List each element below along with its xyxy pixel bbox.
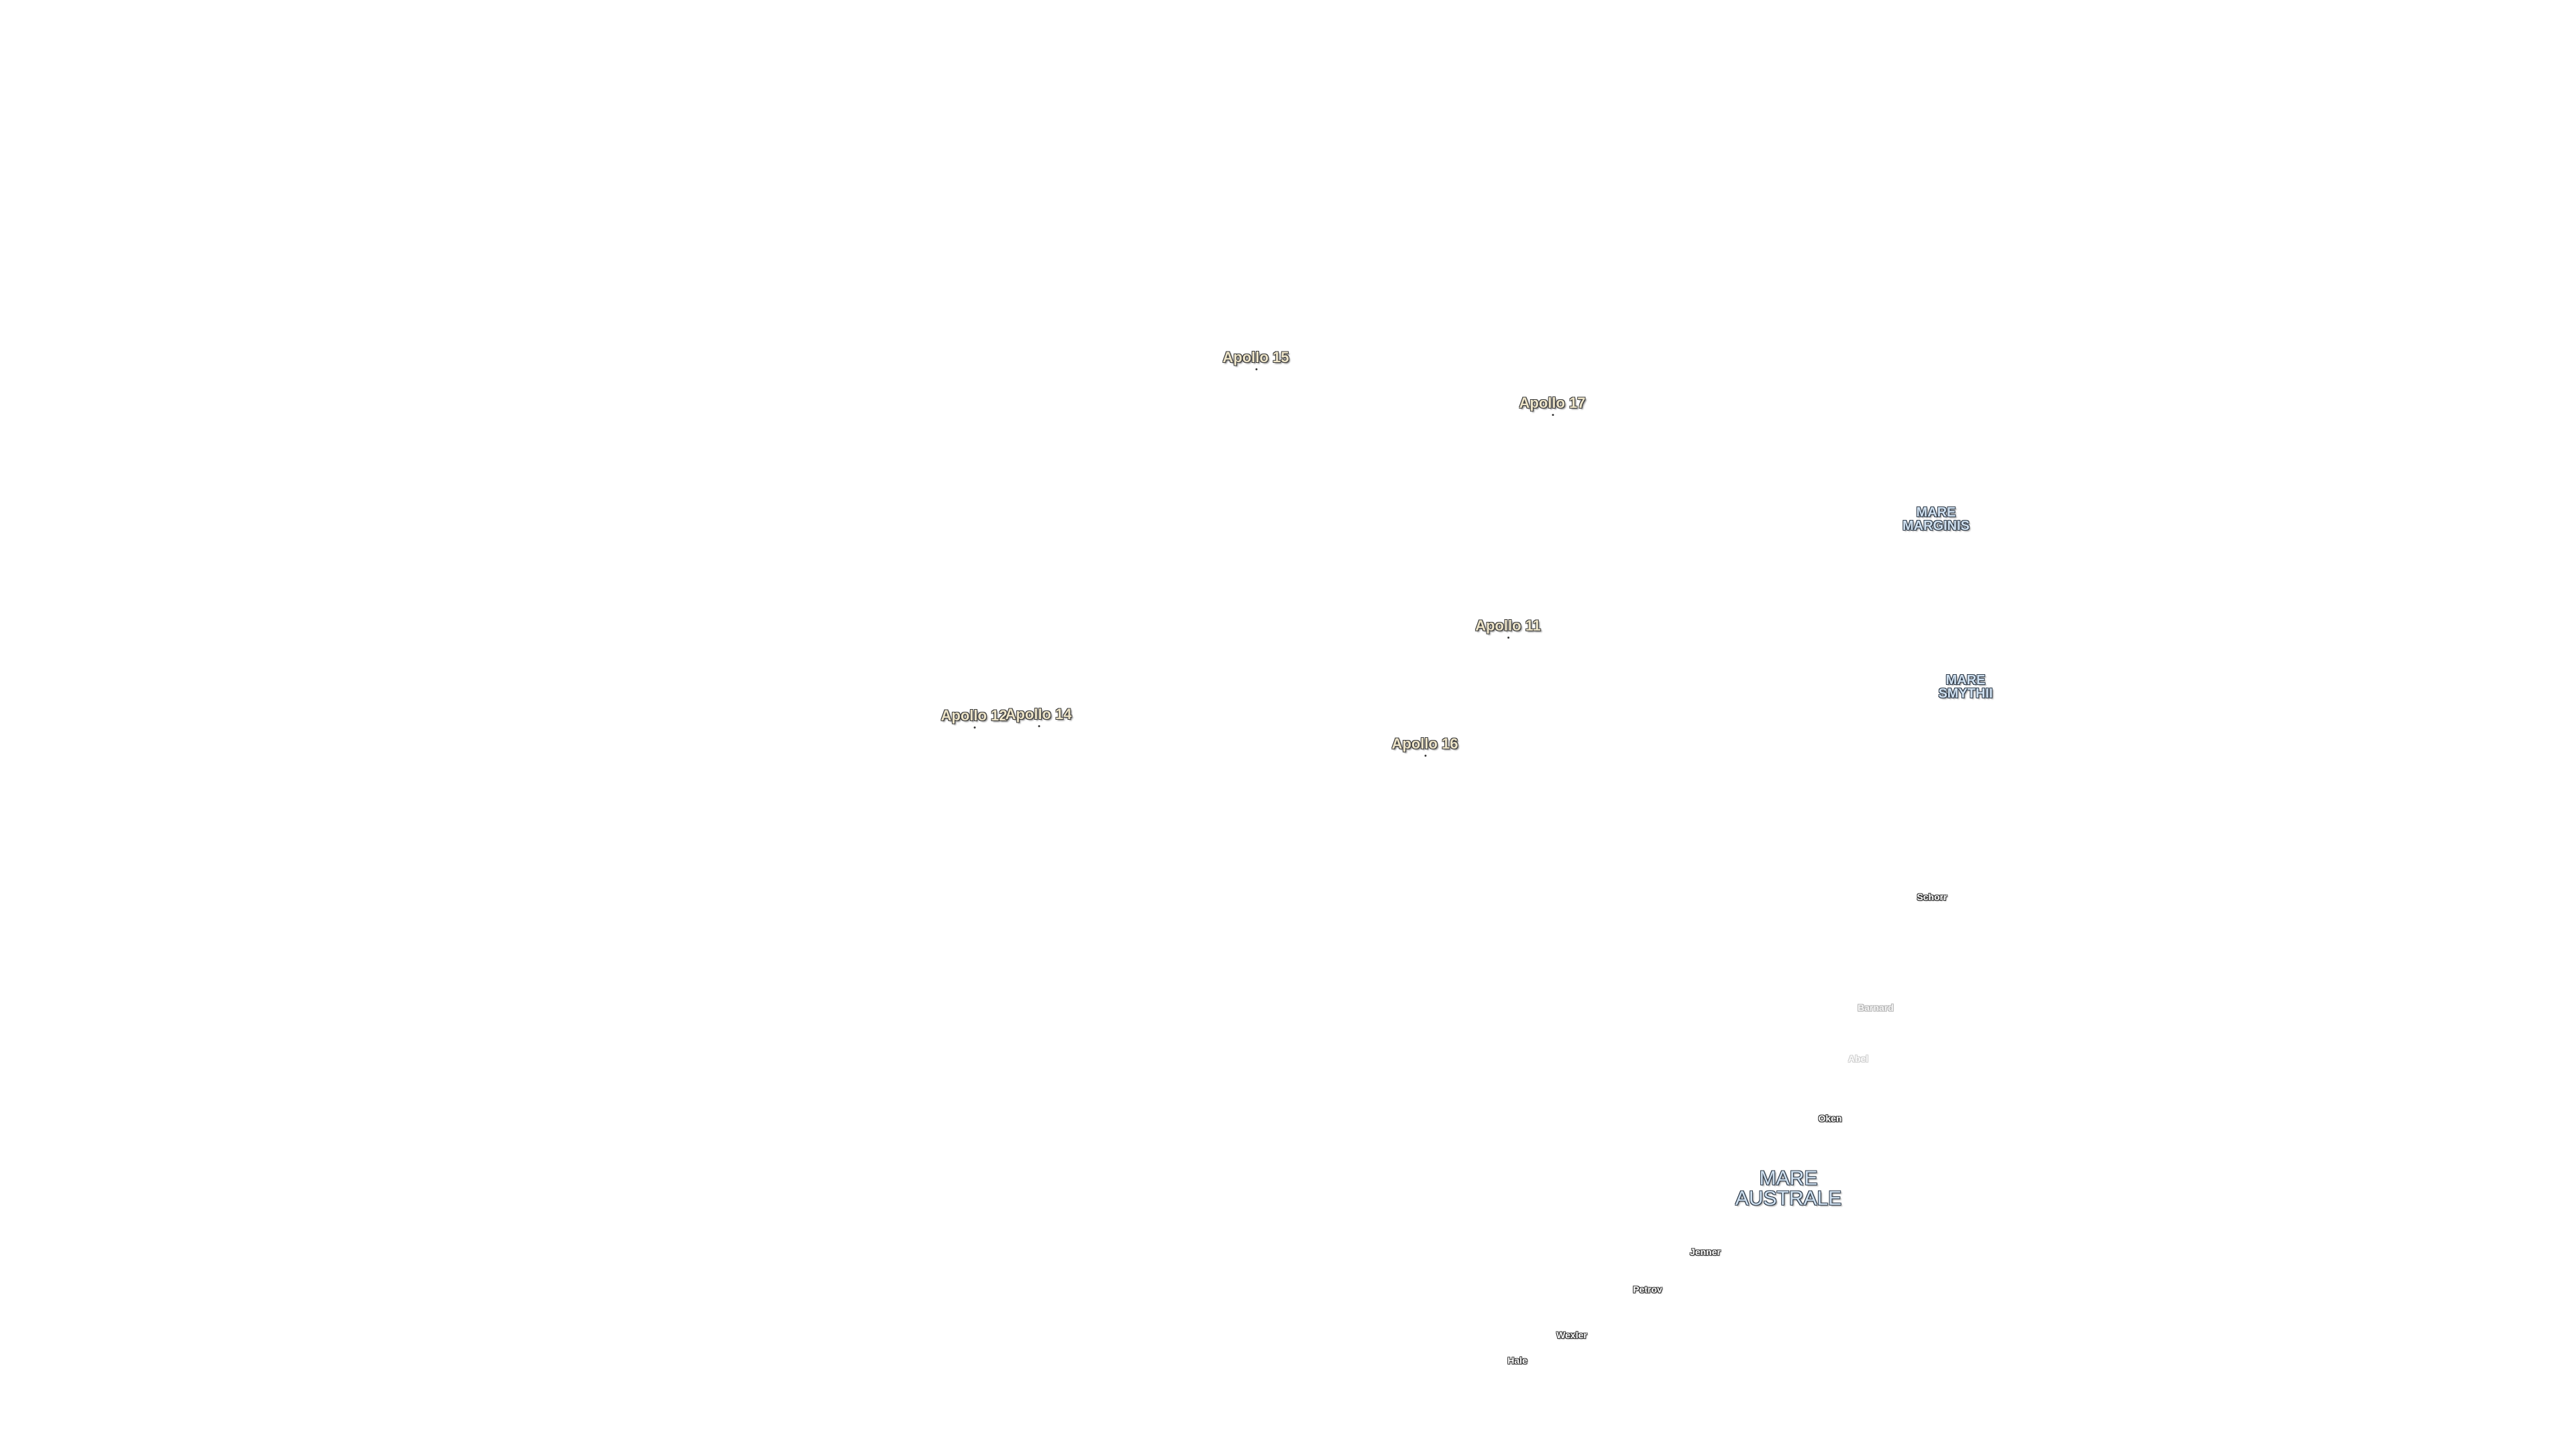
- crater-abel-label[interactable]: Abel: [1847, 1053, 1869, 1064]
- apollo-11-label: Apollo 11: [1475, 617, 1541, 634]
- apollo-12-label: Apollo 12: [941, 707, 1008, 724]
- crater-oken-label[interactable]: Oken: [1818, 1113, 1842, 1124]
- mare-australe-label[interactable]: MARE AUSTRALE: [1735, 1169, 1841, 1209]
- mare-australe-line1: MARE: [1759, 1167, 1818, 1189]
- crater-barnard-label[interactable]: Barnard: [1858, 1002, 1894, 1013]
- mare-smythii-line1: MARE: [1945, 673, 1986, 688]
- apollo-15-label: Apollo 15: [1222, 349, 1289, 366]
- apollo-11-site[interactable]: Apollo 11: [1475, 617, 1541, 639]
- mare-marginis-line1: MARE: [1916, 505, 1956, 520]
- landing-site-marker-icon: [1424, 755, 1426, 757]
- mare-marginis-line2: MARGINIS: [1902, 519, 1970, 533]
- landing-site-marker-icon: [973, 727, 975, 729]
- landing-site-marker-icon: [1507, 637, 1509, 639]
- mare-australe-line2: AUSTRALE: [1735, 1187, 1842, 1210]
- crater-wexler-label[interactable]: Wexler: [1556, 1330, 1587, 1340]
- landing-site-marker-icon: [1254, 368, 1257, 370]
- apollo-12-site[interactable]: Apollo 12: [941, 707, 1008, 729]
- apollo-14-label: Apollo 14: [1005, 706, 1072, 722]
- apollo-14-site[interactable]: Apollo 14: [1005, 706, 1072, 727]
- landing-site-marker-icon: [1551, 414, 1554, 416]
- apollo-15-site[interactable]: Apollo 15: [1222, 349, 1289, 370]
- apollo-17-site[interactable]: Apollo 17: [1519, 394, 1586, 416]
- mare-smythii-line2: SMYTHII: [1938, 686, 1993, 701]
- crater-schorr-label[interactable]: Schorr: [1917, 892, 1947, 902]
- crater-hale-label[interactable]: Hale: [1507, 1355, 1527, 1366]
- mare-marginis-label[interactable]: MARE MARGINIS: [1902, 506, 1970, 533]
- apollo-16-site[interactable]: Apollo 16: [1391, 735, 1458, 757]
- landing-site-marker-icon: [1037, 725, 1040, 727]
- apollo-16-label: Apollo 16: [1391, 735, 1458, 752]
- crater-petrov-label[interactable]: Petrov: [1633, 1284, 1662, 1295]
- apollo-17-label: Apollo 17: [1519, 394, 1586, 411]
- crater-jenner-label[interactable]: Jenner: [1690, 1246, 1721, 1257]
- mare-smythii-label[interactable]: MARE SMYTHII: [1938, 674, 1992, 700]
